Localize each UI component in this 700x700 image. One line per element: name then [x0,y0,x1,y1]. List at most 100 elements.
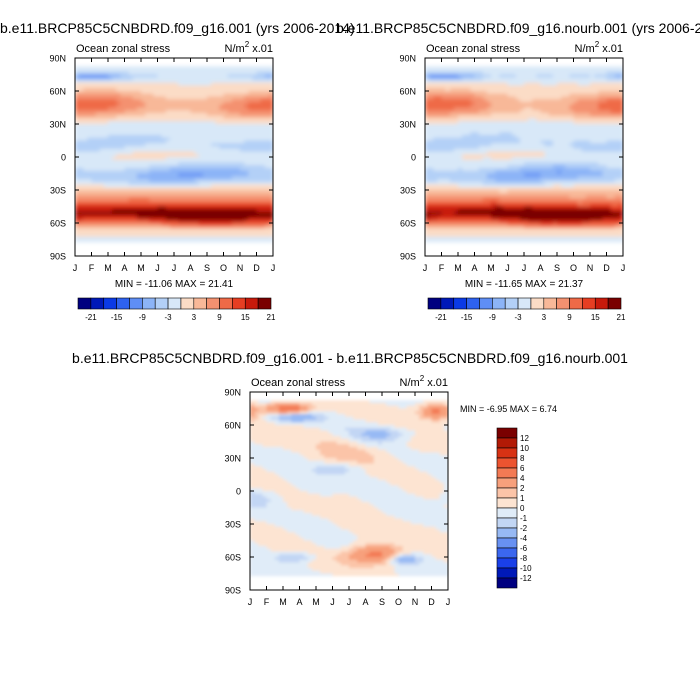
field-cell [83,223,88,227]
field-cell [79,195,84,199]
field-cell [190,195,196,199]
field-cell [252,124,258,128]
field-cell [486,96,492,100]
field-cell [178,159,183,164]
field-cell [124,146,130,150]
field-cell [87,187,93,191]
field-cell [219,217,225,221]
field-cell [594,148,599,153]
field-cell [198,115,204,120]
field-cell [169,121,175,125]
field-cell [264,159,270,164]
field-cell [75,179,80,183]
field-cell [207,159,212,164]
field-cell [227,124,233,128]
field-cell [264,195,270,199]
field-cell [425,137,430,142]
field-cell [602,115,608,120]
field-cell [231,236,237,241]
field-cell [235,236,241,241]
field-cell [182,231,187,235]
field-cell [536,121,542,125]
field-cell [590,148,595,153]
field-cell [182,91,187,95]
field-cell [157,137,163,142]
field-cell [83,201,88,205]
field-cell [202,168,208,172]
field-cell [202,157,208,161]
field-cell [194,154,200,158]
field-cell [470,157,476,161]
field-cell [260,192,266,197]
field-cell [108,231,113,235]
field-cell [445,165,451,169]
field-cell [260,176,266,180]
field-cell [75,126,80,131]
field-cell [145,135,150,139]
field-cell [491,85,496,89]
field-cell [190,192,196,197]
field-cell [441,71,447,76]
field-cell [75,187,80,191]
field-cell [235,135,241,139]
field-cell [219,212,225,216]
field-cell [136,91,142,95]
field-cell [248,170,253,175]
field-cell [136,220,142,224]
field-cell [169,181,175,186]
field-cell [569,162,575,166]
field-cell [264,66,270,70]
field-cell [248,201,253,205]
field-cell [182,124,187,128]
field-cell [507,110,513,114]
field-cell [585,96,591,100]
field-cell [136,88,142,92]
field-cell [252,148,258,153]
colorbar-swatch [180,297,195,310]
field-cell [231,115,237,120]
field-cell [437,165,443,169]
field-cell [91,121,97,125]
field-cell [75,74,80,78]
field-cell [79,212,84,216]
field-cell [219,107,225,111]
field-cell [124,102,130,106]
field-cell [581,157,587,161]
field-cell [462,82,467,87]
field-cell [227,140,233,144]
field-cell [511,96,517,100]
field-cell [602,121,608,125]
field-cell [211,201,216,205]
field-cell [618,143,623,147]
field-cell [240,236,245,241]
field-cell [136,132,142,136]
field-cell [445,102,451,106]
field-cell [482,146,488,150]
field-cell [544,80,550,84]
field-cell [240,135,245,139]
field-cell [486,154,492,158]
field-cell [112,159,117,164]
field-cell [244,176,249,180]
field-cell [165,66,171,70]
field-cell [565,69,570,73]
field-cell [165,146,171,150]
field-cell [198,225,204,230]
field-cell [215,234,220,238]
field-cell [202,179,208,183]
field-cell [141,212,146,216]
field-cell [557,124,562,128]
field-cell [161,137,167,142]
field-cell [223,93,229,98]
field-cell [120,225,126,230]
field-cell [260,102,266,106]
field-cell [165,148,171,153]
field-cell [610,126,616,131]
field-cell [540,102,546,106]
field-cell [190,99,196,103]
field-cell [116,74,121,78]
field-cell [268,71,273,76]
field-cell [83,192,88,197]
field-cell [223,203,229,208]
field-cell [157,80,163,84]
